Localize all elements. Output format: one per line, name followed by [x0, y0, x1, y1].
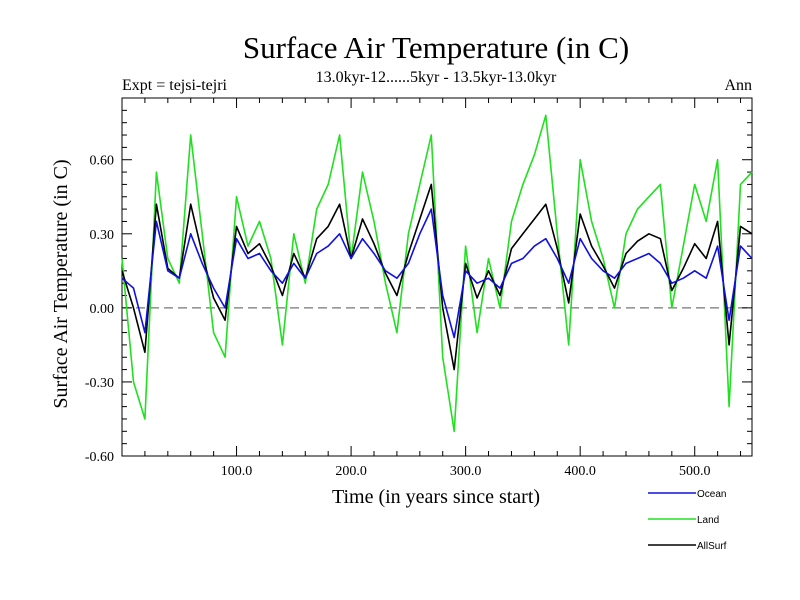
- y-tick-label: 0.30: [90, 228, 115, 243]
- x-tick-label: 100.0: [221, 464, 253, 479]
- x-axis-label: Time (in years since start): [332, 486, 540, 508]
- legend-label-land: Land: [697, 515, 719, 526]
- legend: Ocean Land AllSurf: [648, 489, 727, 552]
- series-line-ocean: [121, 208, 753, 339]
- y-tick-label: -0.30: [85, 376, 114, 391]
- chart-title: Surface Air Temperature (in C): [243, 30, 629, 65]
- series-line-land: [121, 114, 753, 433]
- series-line-allsurf: [121, 183, 753, 371]
- x-tick-label: 400.0: [564, 464, 596, 479]
- chart-subtitle: 13.0kyr-12......5kyr - 13.5kyr-13.0kyr: [316, 69, 557, 86]
- y-tick-label: 0.60: [90, 154, 115, 169]
- y-tick-label: 0.00: [90, 302, 115, 317]
- experiment-label: Expt = tejsi-tejri: [122, 77, 228, 94]
- legend-label-allsurf: AllSurf: [697, 541, 727, 552]
- plot-frame: [121, 97, 753, 457]
- plot-area: 100.0 200.0 300.0 400.0 500.0 -0.60 -0.30 0.00 0…: [85, 97, 753, 479]
- season-label: Ann: [724, 77, 752, 94]
- legend-label-ocean: Ocean: [697, 489, 726, 500]
- y-tick-label: -0.60: [85, 450, 114, 465]
- x-tick-label: 200.0: [335, 464, 367, 479]
- x-tick-label: 300.0: [450, 464, 482, 479]
- x-tick-label: 500.0: [679, 464, 711, 479]
- y-axis-label: Surface Air Temperature (in C): [50, 159, 72, 408]
